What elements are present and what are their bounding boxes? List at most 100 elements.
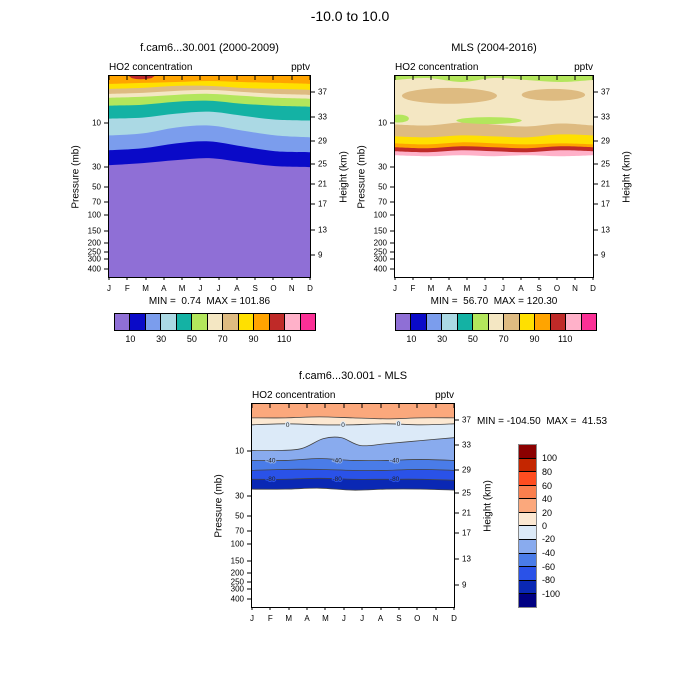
top-tick-marks (251, 404, 455, 409)
height-axis-title: Height (km) (338, 150, 350, 203)
colorbar-cell (472, 314, 488, 330)
pressure-tick: 250 (231, 578, 252, 587)
pressure-axis-title: Pressure (mb) (70, 144, 82, 209)
height-tick: 13 (310, 225, 327, 234)
min-max-text: MIN = 56.70 MAX = 120.30 (430, 296, 558, 307)
tick-mark (484, 277, 486, 280)
colorbar-label: -20 (542, 534, 556, 545)
colorbar-cell (519, 511, 536, 526)
height-tick: 21 (593, 179, 610, 188)
tick-mark (454, 444, 459, 446)
colorbar-cell (519, 539, 536, 553)
colorbar-label: -40 (542, 548, 556, 558)
colorbar-cell (144, 314, 161, 330)
tick-mark (310, 229, 315, 231)
month-label: J (360, 614, 365, 623)
month-label: M (178, 284, 186, 293)
pressure-tick-label: 200 (373, 238, 387, 248)
tick-mark (104, 214, 109, 216)
tick-mark (435, 607, 437, 610)
tick-mark (454, 584, 459, 586)
min-max-text: MIN = -104.50 MAX = 41.53 (477, 416, 608, 427)
pressure-tick-label: 70 (92, 197, 101, 207)
month-label: J (393, 284, 397, 293)
tick-mark (453, 607, 455, 610)
colorbar-label: 60 (542, 480, 553, 491)
tick-mark (324, 607, 326, 610)
colorbar-cell (519, 498, 536, 512)
height-tick-label: 9 (601, 250, 606, 260)
month-label: N (432, 614, 439, 623)
tick-mark (236, 76, 238, 80)
tick-mark (520, 277, 522, 280)
height-tick: 25 (310, 160, 327, 169)
height-tick: 9 (454, 581, 466, 590)
tick-mark (104, 201, 109, 203)
tick-mark (380, 607, 382, 610)
pressure-tick-label: 50 (378, 182, 387, 192)
pressure-tick-label: 400 (87, 264, 101, 274)
field-label: HO2 concentration (395, 62, 479, 73)
tick-mark (163, 277, 165, 280)
height-tick: 37 (593, 87, 610, 96)
height-tick-label: 13 (601, 225, 610, 235)
pressure-tick-label: 70 (235, 526, 244, 536)
month-label: A (304, 614, 310, 623)
height-tick-label: 37 (318, 87, 327, 97)
height-tick: 29 (593, 137, 610, 146)
height-axis: 37 33 29 25 21 17 13 9 (454, 404, 494, 607)
tick-mark (309, 76, 311, 80)
tick-mark (310, 254, 315, 256)
tick-mark (520, 76, 522, 80)
colorbar-cells (519, 445, 536, 607)
pressure-tick: 200 (231, 569, 252, 578)
colorbar-cell (284, 314, 300, 330)
height-tick-label: 25 (601, 159, 610, 169)
contour-band (252, 468, 454, 471)
month-label: J (500, 284, 505, 293)
tick-mark (454, 512, 459, 514)
colorbar-label: 30 (156, 334, 167, 344)
model-contour-plot (109, 76, 310, 277)
units-label: pptv (574, 62, 593, 73)
pressure-tick: 300 (231, 584, 252, 593)
tick-mark (269, 404, 271, 408)
pressure-tick-label: 100 (230, 539, 244, 549)
panel-model-title: f.cam6...30.001 (2000-2009) (140, 42, 279, 54)
tick-mark (412, 277, 414, 280)
height-tick-label: 13 (318, 225, 327, 235)
tick-mark (593, 163, 598, 165)
tick-mark (390, 242, 395, 244)
panel-diff-title: f.cam6...30.001 - MLS (298, 370, 408, 382)
colorbar-label: 40 (542, 493, 553, 504)
pressure-tick: 70 (235, 527, 252, 536)
tick-mark (361, 404, 363, 408)
height-tick: 37 (454, 416, 471, 425)
colorbar-label: 100 (542, 453, 558, 464)
contour-band (109, 76, 310, 84)
month-label: A (518, 284, 524, 293)
colorbar-cell (115, 314, 130, 330)
contour-band (252, 487, 454, 491)
pressure-tick-label: 250 (87, 247, 101, 257)
colorbar-cell (519, 445, 536, 458)
height-tick-label: 37 (601, 87, 610, 97)
colorbar-label: 10 (125, 334, 136, 344)
tick-mark (448, 277, 450, 280)
tick-mark (430, 76, 432, 80)
tick-mark (390, 214, 395, 216)
contour-label-m80: -80 (333, 476, 343, 483)
pressure-tick: 50 (92, 182, 109, 191)
tick-mark (306, 607, 308, 610)
units-label: pptv (435, 390, 454, 401)
colorbar-label: -60 (542, 561, 556, 572)
month-label: A (234, 284, 240, 293)
tick-mark (126, 277, 128, 280)
pressure-tick: 200 (88, 239, 109, 248)
tick-mark (247, 450, 252, 452)
contour-band (128, 76, 155, 80)
colorbar-cell (580, 314, 597, 330)
colorbar-cell (237, 314, 254, 330)
colorbar-cells (396, 314, 597, 330)
height-tick-label: 33 (601, 112, 610, 122)
